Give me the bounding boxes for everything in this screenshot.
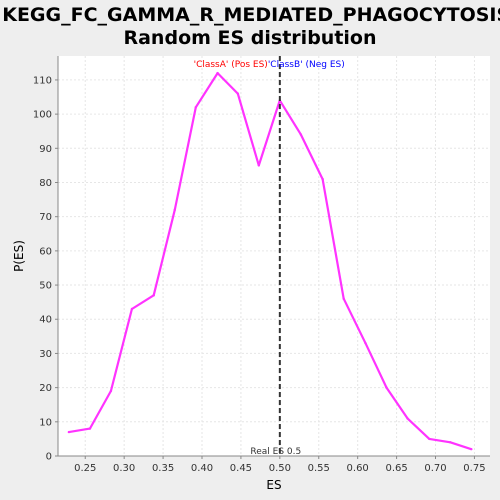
tick-labels: 0.25 0.30 0.35 0.40 0.45 0.50 0.55 0.60 0.65 0.70… [33, 75, 486, 474]
y-tick-label: 20 [39, 383, 52, 394]
x-tick-label: 0.50 [269, 463, 291, 474]
y-tick-label: 0 [46, 452, 52, 463]
data-point [216, 71, 219, 75]
y-tick-label: 110 [33, 75, 52, 86]
x-tick-label: 0.65 [385, 463, 407, 474]
distribution-line [68, 71, 472, 451]
data-point [152, 294, 155, 297]
x-tick-label: 0.60 [347, 463, 369, 474]
x-tick-label: 0.25 [74, 463, 96, 474]
data-point [236, 92, 240, 95]
data-point [321, 177, 324, 181]
data-point [342, 297, 345, 300]
data-point [130, 307, 134, 311]
data-point [470, 447, 473, 451]
plot-background [58, 56, 490, 456]
data-point [364, 341, 367, 345]
y-tick-label: 90 [39, 144, 52, 155]
data-point [109, 389, 113, 393]
data-point [406, 417, 409, 420]
real-es-label: Real ES 0.5 [250, 447, 301, 457]
y-tick-label: 50 [39, 281, 52, 292]
x-tick-label: 0.30 [113, 463, 135, 474]
y-tick-label: 10 [39, 417, 52, 428]
x-tick-label: 0.35 [152, 463, 174, 474]
x-axis-label: ES [266, 478, 281, 492]
x-tick-label: 0.55 [308, 463, 330, 474]
class-a-label: 'ClassA' (Pos ES) [194, 60, 268, 70]
plot-marks: 'ClassA' (Pos ES) 'ClassB' (Neg ES) Real E… [67, 56, 473, 457]
chart-title: KEGG_FC_GAMMA_R_MEDIATED_PHAGOCYTOSIS: [2, 4, 500, 26]
x-tick-label: 0.70 [424, 463, 446, 474]
y-tick-label: 30 [39, 349, 52, 360]
axes [57, 56, 490, 457]
x-tick-label: 0.45 [230, 463, 252, 474]
y-tick-label: 60 [39, 246, 52, 257]
data-point [88, 427, 92, 430]
x-tick-label: 0.40 [191, 463, 213, 474]
data-point [449, 441, 452, 444]
data-point [428, 437, 431, 441]
class-b-label: 'ClassB' (Neg ES) [268, 60, 345, 70]
data-point [173, 208, 176, 212]
data-point [67, 430, 71, 434]
data-point [194, 106, 197, 109]
data-point [299, 133, 303, 136]
data-point [257, 164, 261, 167]
y-tick-label: 100 [33, 110, 52, 121]
x-tick-label: 0.75 [463, 463, 485, 474]
y-tick-label: 80 [39, 178, 52, 189]
chart-subtitle: Random ES distribution [123, 27, 376, 49]
y-tick-label: 40 [39, 315, 52, 326]
y-axis-label: P(ES) [12, 240, 26, 272]
y-tick-label: 70 [39, 212, 52, 223]
data-point [385, 386, 388, 389]
